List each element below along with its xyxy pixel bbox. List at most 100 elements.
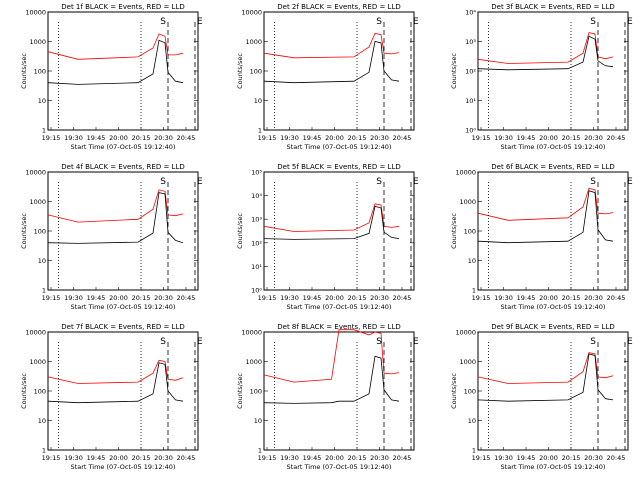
panel-frame — [263, 171, 415, 291]
series-lld-line — [47, 189, 184, 223]
panel-title: Det 5f BLACK = Events, RED = LLD — [277, 163, 400, 171]
series-events-line — [477, 35, 614, 71]
y-tick-label: 100 — [250, 68, 262, 76]
x-tick-label: 19:45 — [87, 134, 106, 142]
x-tick-label: 20:00 — [325, 294, 344, 302]
x-tick-label: 20:15 — [562, 454, 581, 462]
y-axis-label: Counts/sec — [236, 373, 244, 409]
y-axis-label: Counts/sec — [20, 53, 28, 89]
y-tick-label: 1000 — [29, 358, 46, 366]
marker-e-label: E — [197, 17, 203, 27]
series-lld-line — [263, 32, 400, 59]
panel-title: Det 6f BLACK = Events, RED = LLD — [491, 163, 614, 171]
x-tick-label: 20:30 — [370, 294, 389, 302]
series-events-line — [477, 353, 614, 402]
x-axis-label: Start Time (07-Oct-05 19:12:40) — [71, 143, 176, 151]
x-tick-label: 19:45 — [517, 454, 536, 462]
series-lld-line — [47, 33, 184, 60]
y-tick-label: 1 — [472, 287, 476, 295]
x-tick-label: 19:45 — [303, 134, 322, 142]
marker-e-label: E — [627, 337, 633, 347]
x-tick-label: 20:45 — [393, 294, 412, 302]
x-axis-label: Start Time (07-Oct-05 19:12:40) — [501, 303, 606, 311]
marker-s-label: S — [160, 337, 166, 347]
y-tick-label: 1000 — [29, 38, 46, 46]
marker-s-label: S — [160, 177, 166, 187]
y-tick-label: 10000 — [455, 329, 476, 337]
x-tick-label: 19:45 — [87, 294, 106, 302]
y-axis-label: Counts/sec — [20, 213, 28, 249]
x-tick-label: 19:15 — [258, 134, 277, 142]
x-tick-label: 20:45 — [393, 454, 412, 462]
series-lld-line — [477, 187, 614, 221]
y-tick-label: 10 — [254, 97, 262, 105]
y-tick-label: 100 — [250, 388, 262, 396]
panel-frame — [47, 171, 199, 291]
x-tick-label: 20:30 — [154, 134, 173, 142]
y-tick-label: 10 — [38, 417, 46, 425]
x-tick-label: 20:30 — [370, 134, 389, 142]
x-tick-label: 20:30 — [154, 454, 173, 462]
y-tick-label: 10000 — [25, 169, 46, 177]
x-tick-label: 20:30 — [154, 294, 173, 302]
y-tick-label: 10⁴ — [251, 192, 262, 200]
y-tick-label: 10000 — [241, 9, 262, 17]
x-tick-label: 19:30 — [280, 454, 299, 462]
y-tick-label: 10 — [38, 257, 46, 265]
x-axis-label: Start Time (07-Oct-05 19:12:40) — [501, 463, 606, 471]
y-tick-label: 10⁴ — [465, 9, 476, 17]
series-events-line — [47, 39, 184, 85]
x-tick-label: 19:45 — [303, 454, 322, 462]
x-tick-label: 19:30 — [494, 294, 513, 302]
x-tick-label: 20:45 — [177, 294, 196, 302]
x-tick-label: 20:30 — [584, 294, 603, 302]
panel-frame — [47, 11, 199, 131]
x-axis-label: Start Time (07-Oct-05 19:12:40) — [287, 143, 392, 151]
y-tick-label: 10¹ — [465, 97, 476, 105]
y-tick-label: 10⁰ — [465, 127, 476, 135]
panel-title: Det 3f BLACK = Events, RED = LLD — [491, 3, 614, 11]
marker-e-label: E — [197, 337, 203, 347]
x-tick-label: 19:15 — [42, 454, 61, 462]
x-axis-label: Start Time (07-Oct-05 19:12:40) — [287, 303, 392, 311]
series-events-line — [47, 362, 184, 404]
y-tick-label: 1 — [258, 127, 262, 135]
marker-s-label: S — [376, 337, 382, 347]
x-tick-label: 20:45 — [607, 134, 626, 142]
x-tick-label: 19:30 — [64, 454, 83, 462]
y-tick-label: 10² — [251, 239, 262, 247]
x-tick-label: 19:45 — [517, 134, 536, 142]
x-tick-label: 20:15 — [562, 294, 581, 302]
panel-frame — [263, 11, 415, 131]
panel-frame — [477, 171, 629, 291]
y-tick-label: 1000 — [245, 38, 262, 46]
x-tick-label: 19:30 — [494, 454, 513, 462]
y-tick-label: 10 — [254, 417, 262, 425]
y-tick-label: 100 — [34, 228, 46, 236]
x-tick-label: 20:15 — [348, 294, 367, 302]
x-tick-label: 20:00 — [109, 294, 128, 302]
x-tick-label: 20:45 — [607, 454, 626, 462]
x-tick-label: 20:00 — [539, 294, 558, 302]
x-tick-label: 19:15 — [42, 294, 61, 302]
series-events-line — [263, 41, 400, 84]
marker-s-label: S — [376, 177, 382, 187]
marker-e-label: E — [197, 177, 203, 187]
x-tick-label: 20:45 — [393, 134, 412, 142]
y-tick-label: 100 — [34, 68, 46, 76]
y-tick-label: 10⁵ — [251, 169, 262, 177]
x-tick-label: 19:30 — [280, 294, 299, 302]
x-tick-label: 20:30 — [370, 454, 389, 462]
x-tick-label: 20:45 — [607, 294, 626, 302]
x-tick-label: 20:00 — [325, 134, 344, 142]
y-axis-label: Counts/sec — [20, 373, 28, 409]
y-tick-label: 10¹ — [251, 263, 262, 271]
y-tick-label: 1000 — [245, 358, 262, 366]
y-tick-label: 10000 — [455, 169, 476, 177]
marker-e-label: E — [627, 17, 633, 27]
series-events-line — [47, 192, 184, 244]
y-tick-label: 1 — [472, 447, 476, 455]
y-axis-label: Counts/sec — [450, 53, 458, 89]
x-tick-label: 20:15 — [132, 134, 151, 142]
marker-e-label: E — [627, 177, 633, 187]
